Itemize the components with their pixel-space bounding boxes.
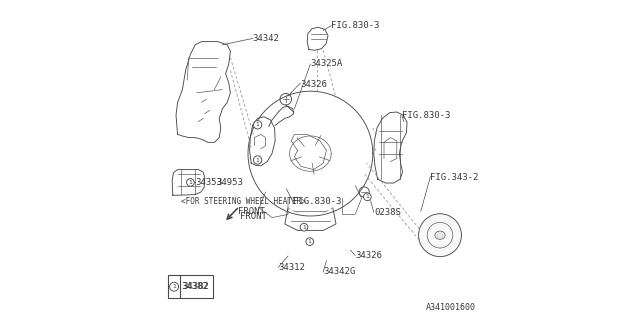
Text: FIG.830-3: FIG.830-3 — [292, 197, 341, 206]
Text: 34382: 34382 — [182, 282, 209, 291]
Text: 1: 1 — [302, 225, 306, 230]
Text: 34353: 34353 — [195, 178, 222, 187]
Text: <FOR STEERING WHEEL HEATER>: <FOR STEERING WHEEL HEATER> — [181, 197, 306, 206]
Circle shape — [419, 214, 461, 257]
Text: 1: 1 — [365, 194, 369, 199]
Circle shape — [170, 282, 179, 291]
Text: 34382: 34382 — [183, 282, 209, 291]
Text: FIG.830-3: FIG.830-3 — [402, 111, 450, 120]
Text: 1: 1 — [172, 284, 176, 289]
Text: FRONT: FRONT — [239, 207, 265, 216]
Text: 34326: 34326 — [355, 252, 382, 260]
Text: 1: 1 — [308, 239, 312, 244]
Circle shape — [253, 121, 262, 129]
Text: 34342: 34342 — [253, 34, 280, 43]
Text: 34342G: 34342G — [323, 268, 355, 276]
Ellipse shape — [435, 231, 445, 239]
Circle shape — [300, 223, 308, 231]
Text: FIG.830-3: FIG.830-3 — [332, 21, 380, 30]
Text: FRONT: FRONT — [240, 212, 267, 221]
Text: 1: 1 — [255, 122, 260, 127]
Circle shape — [359, 187, 369, 197]
Text: 0238S: 0238S — [374, 208, 401, 217]
Text: FIG.343-2: FIG.343-2 — [430, 173, 479, 182]
Text: 34325A: 34325A — [310, 60, 342, 68]
Text: 34326: 34326 — [301, 80, 328, 89]
Circle shape — [306, 238, 314, 245]
Text: 34953: 34953 — [216, 178, 243, 187]
Text: 34312: 34312 — [278, 263, 305, 272]
Circle shape — [364, 193, 371, 201]
Text: 1: 1 — [188, 180, 193, 185]
Text: A341001600: A341001600 — [426, 303, 476, 312]
Circle shape — [187, 179, 195, 186]
Text: 1: 1 — [255, 157, 260, 163]
Circle shape — [253, 156, 262, 164]
